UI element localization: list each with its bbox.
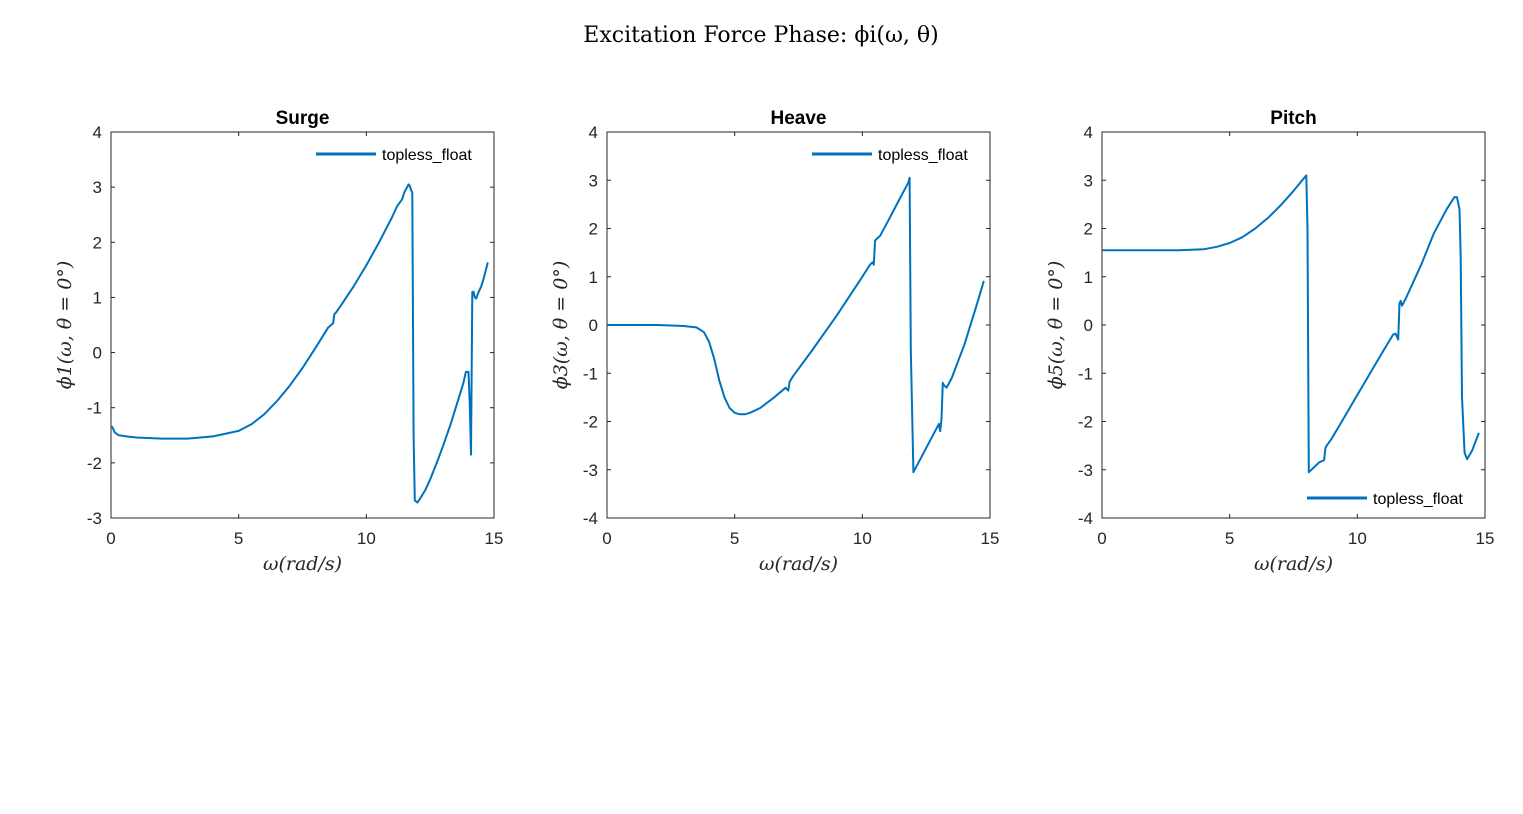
y-tick-label: 4: [589, 123, 598, 142]
x-tick-label: 5: [234, 529, 243, 548]
figure-suptitle: Excitation Force Phase: ϕi(ω, θ): [583, 23, 938, 48]
plot-area: [110, 131, 495, 519]
series-line-topless_float: [1102, 174, 1480, 474]
y-tick-label: 1: [589, 268, 598, 287]
x-tick-label: 15: [981, 529, 1000, 548]
subplot-heave: Heave 0 5 10 15 -4 -3 -2 -1 0 1 2 3 4 ω(rad/s) ϕ3(ω, θ …: [550, 108, 999, 575]
y-tick-label: 3: [589, 171, 598, 190]
series-line-topless_float: [607, 176, 985, 474]
x-tick-label: 0: [106, 529, 115, 548]
y-tick-label: 0: [93, 344, 102, 363]
y-axis-label: ϕ1(ω, θ = 0°): [54, 261, 76, 389]
legend-label: topless_float: [382, 147, 472, 164]
subplot-title: Surge: [276, 108, 330, 129]
y-tick-label: 0: [589, 316, 598, 335]
legend-label: topless_float: [1373, 491, 1463, 508]
y-tick-label: -3: [583, 461, 598, 480]
y-tick-label: -1: [1078, 364, 1093, 383]
y-tick-label: 0: [1084, 316, 1093, 335]
x-axis-label: ω(rad/s): [759, 553, 838, 575]
subplot-title: Pitch: [1270, 108, 1316, 129]
x-tick-label: 5: [1225, 529, 1234, 548]
y-tick-label: 1: [93, 288, 102, 307]
y-tick-label: 3: [1084, 171, 1093, 190]
y-tick-label: -3: [87, 509, 102, 528]
y-tick-label: 2: [589, 220, 598, 239]
y-axis-label: ϕ5(ω, θ = 0°): [1045, 261, 1067, 389]
y-tick-label: -1: [583, 364, 598, 383]
y-tick-label: -1: [87, 399, 102, 418]
y-tick-label: 2: [93, 233, 102, 252]
y-tick-label: -2: [87, 454, 102, 473]
y-tick-label: 1: [1084, 268, 1093, 287]
x-tick-label: 5: [730, 529, 739, 548]
y-tick-label: -4: [583, 509, 598, 528]
x-tick-label: 15: [485, 529, 504, 548]
x-tick-label: 10: [357, 529, 376, 548]
subplot-pitch: Pitch 0 5 10 15 -4 -3 -2 -1 0 1 2 3 4 ω(rad/s) ϕ5(ω, θ …: [1045, 108, 1494, 575]
y-tick-label: -3: [1078, 461, 1093, 480]
y-tick-label: -2: [1078, 413, 1093, 432]
plot-area: [1101, 131, 1486, 519]
x-axis-label: ω(rad/s): [1254, 553, 1333, 575]
y-tick-label: 4: [93, 123, 102, 142]
x-tick-label: 10: [1348, 529, 1367, 548]
subplot-title: Heave: [771, 108, 827, 129]
legend-label: topless_float: [878, 147, 968, 164]
y-tick-label: -4: [1078, 509, 1093, 528]
x-axis-label: ω(rad/s): [263, 553, 342, 575]
y-tick-label: 2: [1084, 220, 1093, 239]
y-tick-label: 4: [1084, 123, 1093, 142]
x-tick-label: 0: [602, 529, 611, 548]
x-tick-label: 15: [1476, 529, 1495, 548]
x-tick-label: 0: [1097, 529, 1106, 548]
subplot-surge: Surge 0 5 10 15 -3 -2 -1 0 1 2 3 4 ω(rad/s) ϕ1(ω, θ = …: [54, 108, 503, 575]
x-tick-label: 10: [853, 529, 872, 548]
y-tick-label: 3: [93, 178, 102, 197]
series-line-topless_float: [111, 183, 489, 504]
y-axis-label: ϕ3(ω, θ = 0°): [550, 261, 572, 389]
y-tick-label: -2: [583, 413, 598, 432]
